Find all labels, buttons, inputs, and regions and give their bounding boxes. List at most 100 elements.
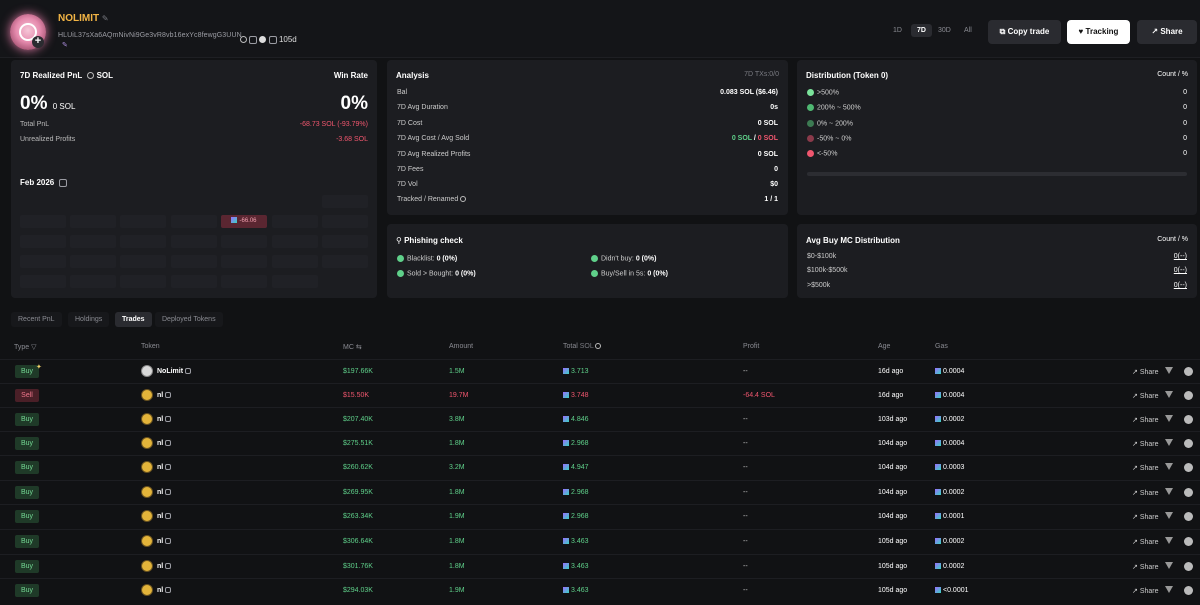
- row-share-button[interactable]: ↗ Share: [1132, 513, 1159, 521]
- copy-icon[interactable]: [165, 538, 172, 545]
- row-more-icon[interactable]: [1184, 463, 1193, 472]
- timeframe-7d[interactable]: 7D: [911, 24, 932, 37]
- row-filter-icon[interactable]: [1165, 488, 1173, 495]
- token-name[interactable]: nl: [157, 416, 172, 423]
- token-avatar-icon[interactable]: [141, 413, 153, 425]
- token-name[interactable]: nl: [157, 440, 172, 447]
- copy-trade-button[interactable]: ⧉ Copy trade: [988, 20, 1061, 44]
- row-more-icon[interactable]: [1184, 439, 1193, 448]
- avatar[interactable]: +: [10, 14, 46, 50]
- tab-recent-pnl[interactable]: Recent PnL: [11, 312, 62, 327]
- share-button[interactable]: ↗ Share: [1137, 20, 1197, 44]
- row-more-icon[interactable]: [1184, 537, 1193, 546]
- calendar-day[interactable]: [70, 255, 116, 268]
- calendar-day[interactable]: [120, 215, 166, 228]
- currency-toggle-icon[interactable]: [595, 343, 602, 350]
- info-icon[interactable]: [460, 196, 467, 203]
- token-name[interactable]: nl: [157, 563, 172, 570]
- calendar-day[interactable]: [20, 255, 66, 268]
- avg-buy-value[interactable]: 0(--): [1173, 267, 1187, 274]
- table-row[interactable]: Buy ✦ NoLimit $197.66K 1.5M 3.713 -- 16d…: [0, 359, 1200, 383]
- timeframe-all[interactable]: All: [964, 27, 972, 34]
- filter-icon[interactable]: ▽: [31, 344, 37, 351]
- token-avatar-icon[interactable]: [141, 535, 153, 547]
- row-share-button[interactable]: ↗ Share: [1132, 538, 1159, 546]
- row-filter-icon[interactable]: [1165, 367, 1173, 374]
- token-avatar-icon[interactable]: [141, 365, 153, 377]
- copy-icon[interactable]: [165, 392, 172, 399]
- table-row[interactable]: Buy nl $269.95K 1.8M 2.968 -- 104d ago 0…: [0, 480, 1200, 504]
- token-name[interactable]: nl: [157, 464, 172, 471]
- timeframe-1d[interactable]: 1D: [893, 27, 902, 34]
- row-share-button[interactable]: ↗ Share: [1132, 489, 1159, 497]
- calendar-icon[interactable]: [59, 178, 68, 187]
- copy-icon[interactable]: [165, 464, 172, 471]
- row-filter-icon[interactable]: [1165, 439, 1173, 446]
- row-more-icon[interactable]: [1184, 367, 1193, 376]
- calendar-day[interactable]: [20, 215, 66, 228]
- calendar-day[interactable]: [322, 215, 368, 228]
- token-name[interactable]: nl: [157, 587, 172, 594]
- token-name[interactable]: nl: [157, 392, 172, 399]
- token-avatar-icon[interactable]: [141, 486, 153, 498]
- row-more-icon[interactable]: [1184, 415, 1193, 424]
- row-more-icon[interactable]: [1184, 488, 1193, 497]
- calendar-day[interactable]: [70, 275, 116, 288]
- calendar-day[interactable]: [272, 255, 318, 268]
- calendar-day[interactable]: [272, 235, 318, 248]
- calendar-day[interactable]: [171, 275, 217, 288]
- row-filter-icon[interactable]: [1165, 562, 1173, 569]
- col-mc[interactable]: MC ⇆: [343, 343, 362, 351]
- swap-icon[interactable]: ⇆: [355, 344, 362, 351]
- calendar-day[interactable]: [322, 235, 368, 248]
- tab-deployed-tokens[interactable]: Deployed Tokens: [155, 312, 223, 327]
- token-name[interactable]: nl: [157, 489, 172, 496]
- calendar-day[interactable]: [20, 275, 66, 288]
- copy-icon[interactable]: [165, 587, 172, 594]
- table-row[interactable]: Buy nl $275.51K 1.8M 2.968 -- 104d ago 0…: [0, 431, 1200, 455]
- copy-icon[interactable]: [165, 563, 172, 570]
- token-avatar-icon[interactable]: [141, 584, 153, 596]
- table-row[interactable]: Buy nl $306.64K 1.8M 3.463 -- 105d ago 0…: [0, 529, 1200, 553]
- row-filter-icon[interactable]: [1165, 463, 1173, 470]
- row-share-button[interactable]: ↗ Share: [1132, 440, 1159, 448]
- calendar-day[interactable]: [70, 215, 116, 228]
- token-name[interactable]: NoLimit: [157, 368, 192, 375]
- calendar-day[interactable]: [272, 215, 318, 228]
- row-more-icon[interactable]: [1184, 512, 1193, 521]
- token-avatar-icon[interactable]: [141, 437, 153, 449]
- calendar-day[interactable]: [322, 195, 368, 208]
- token-avatar-icon[interactable]: [141, 389, 153, 401]
- sol-toggle-icon[interactable]: [87, 72, 95, 80]
- copy-icon[interactable]: [185, 368, 192, 375]
- calendar-day[interactable]: [322, 255, 368, 268]
- calendar-day[interactable]: [20, 235, 66, 248]
- row-share-button[interactable]: ↗ Share: [1132, 416, 1159, 424]
- tracking-button[interactable]: ♥ Tracking: [1067, 20, 1130, 44]
- calendar-day[interactable]: [120, 275, 166, 288]
- copy-icon[interactable]: [165, 513, 172, 520]
- table-row[interactable]: Buy nl $263.34K 1.9M 2.968 -- 104d ago 0…: [0, 504, 1200, 528]
- calendar-day-pnl[interactable]: -66.06: [221, 215, 267, 228]
- copy-icon[interactable]: [249, 35, 258, 44]
- calendar-day[interactable]: [221, 255, 267, 268]
- row-filter-icon[interactable]: [1165, 586, 1173, 593]
- calendar-day[interactable]: [171, 235, 217, 248]
- col-type[interactable]: Type ▽: [14, 343, 37, 351]
- edit-icon[interactable]: ✎: [101, 14, 109, 23]
- tab-holdings[interactable]: Holdings: [68, 312, 110, 327]
- token-avatar-icon[interactable]: [141, 461, 153, 473]
- calendar-day[interactable]: [120, 255, 166, 268]
- token-name[interactable]: nl: [157, 538, 172, 545]
- row-share-button[interactable]: ↗ Share: [1132, 392, 1159, 400]
- row-share-button[interactable]: ↗ Share: [1132, 587, 1159, 595]
- token-name[interactable]: nl: [157, 513, 172, 520]
- calendar-day[interactable]: [221, 275, 267, 288]
- row-filter-icon[interactable]: [1165, 415, 1173, 422]
- avg-buy-value[interactable]: 0(--): [1173, 282, 1187, 289]
- table-row[interactable]: Sell nl $15.50K 19.7M 3.748 -64.4 SOL 16…: [0, 383, 1200, 407]
- search-icon[interactable]: [240, 36, 247, 44]
- row-share-button[interactable]: ↗ Share: [1132, 368, 1159, 376]
- token-avatar-icon[interactable]: [141, 510, 153, 522]
- row-filter-icon[interactable]: [1165, 391, 1173, 398]
